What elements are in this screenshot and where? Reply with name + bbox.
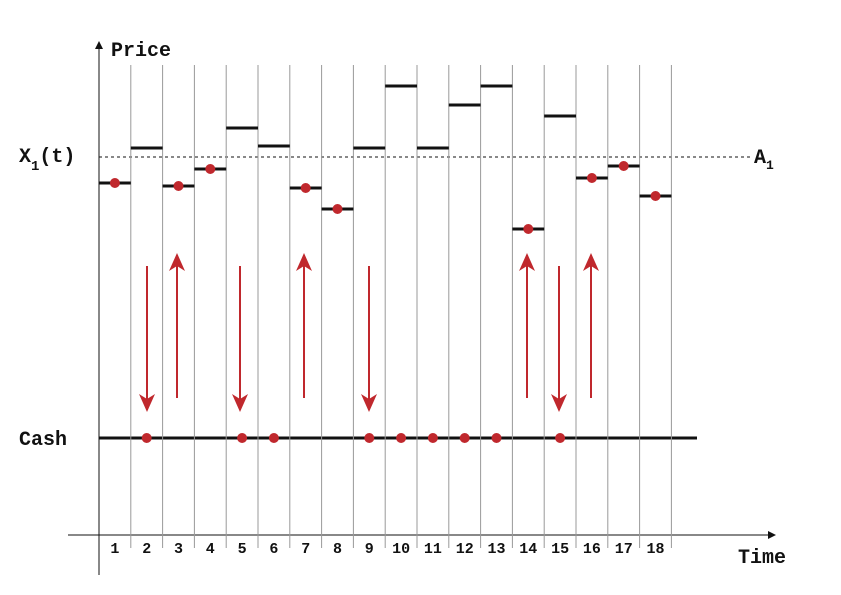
- price-label: X1(t): [19, 146, 75, 175]
- price-dot: [618, 161, 629, 171]
- period-label: 6: [269, 541, 278, 558]
- price-dot: [205, 164, 216, 174]
- period-label: 8: [333, 541, 342, 558]
- threshold-label: A1: [754, 147, 774, 173]
- period-label: 2: [142, 541, 151, 558]
- cash-dot: [491, 433, 502, 443]
- period-label: 18: [646, 541, 664, 558]
- price-dot: [523, 224, 534, 234]
- cash-dot: [364, 433, 375, 443]
- period-label: 14: [519, 541, 537, 558]
- threshold-label-name: A: [754, 147, 766, 170]
- period-label: 4: [206, 541, 215, 558]
- price-label-name: X: [19, 146, 31, 169]
- price-dot: [650, 191, 661, 201]
- cash-dot: [459, 433, 470, 443]
- price-dot: [300, 183, 311, 193]
- period-label: 7: [301, 541, 310, 558]
- cash-dot: [427, 433, 438, 443]
- price-dot: [173, 181, 184, 191]
- period-label: 1: [110, 541, 119, 558]
- cash-dot: [141, 433, 152, 443]
- period-label: 12: [456, 541, 474, 558]
- period-label: 13: [487, 541, 505, 558]
- price-dot: [332, 204, 343, 214]
- period-label: 3: [174, 541, 183, 558]
- period-label: 10: [392, 541, 410, 558]
- cash-dot: [237, 433, 248, 443]
- cash-dot: [555, 433, 566, 443]
- cash-dot: [396, 433, 407, 443]
- period-label: 17: [615, 541, 633, 558]
- threshold-label-subscript: 1: [766, 158, 774, 173]
- period-label: 15: [551, 541, 569, 558]
- y-axis-label: Price: [111, 40, 171, 63]
- price-dot: [109, 178, 120, 188]
- cash-dot: [268, 433, 279, 443]
- price-label-subscript: 1: [31, 159, 39, 175]
- price-label-suffix: (t): [39, 146, 75, 169]
- period-label: 16: [583, 541, 601, 558]
- x-axis-label: Time: [738, 547, 786, 570]
- price-dot: [586, 173, 597, 183]
- period-label: 9: [365, 541, 374, 558]
- period-label: 5: [238, 541, 247, 558]
- period-label: 11: [424, 541, 442, 558]
- cash-label: Cash: [19, 429, 67, 452]
